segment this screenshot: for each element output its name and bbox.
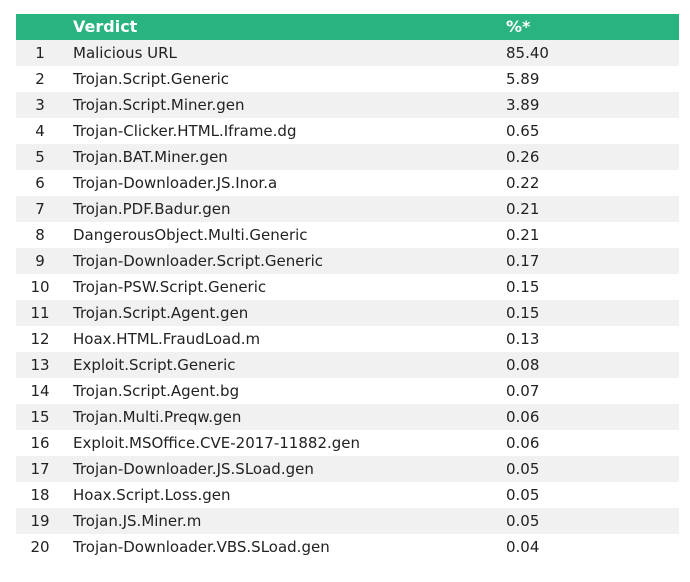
verdict-cell: Trojan.BAT.Miner.gen — [73, 148, 228, 166]
table-row: 20 Trojan-Downloader.VBS.SLoad.gen 0.04 — [16, 534, 679, 560]
verdict-cell: Trojan-Downloader.Script.Generic — [73, 252, 324, 270]
percent-cell: 3.89 — [506, 96, 540, 114]
percent-cell: 0.04 — [506, 538, 540, 556]
verdict-cell: Trojan-Downloader.JS.SLoad.gen — [73, 460, 314, 478]
percent-cell: 0.05 — [506, 460, 540, 478]
percent-cell: 0.05 — [506, 486, 540, 504]
verdict-cell: Trojan.Script.Agent.gen — [73, 304, 249, 322]
percent-cell: 0.26 — [506, 148, 540, 166]
rank-cell: 10 — [30, 278, 50, 296]
rank-cell: 8 — [35, 226, 45, 244]
rank-cell: 11 — [30, 304, 50, 322]
verdict-cell: Trojan-Downloader.JS.Inor.a — [73, 174, 278, 192]
table-row: 15 Trojan.Multi.Preqw.gen 0.06 — [16, 404, 679, 430]
percent-cell: 5.89 — [506, 70, 540, 88]
verdict-cell: Exploit.MSOffice.CVE-2017-11882.gen — [73, 434, 361, 452]
table-row: 18 Hoax.Script.Loss.gen 0.05 — [16, 482, 679, 508]
table-row: 3 Trojan.Script.Miner.gen 3.89 — [16, 92, 679, 118]
rank-cell: 14 — [30, 382, 50, 400]
table-row: 16 Exploit.MSOffice.CVE-2017-11882.gen 0.0… — [16, 430, 679, 456]
table-row: 1 Malicious URL 85.40 — [16, 40, 679, 66]
verdict-cell: Trojan-Clicker.HTML.Iframe.dg — [73, 122, 297, 140]
percent-cell: 0.15 — [506, 304, 540, 322]
table-row: 4 Trojan-Clicker.HTML.Iframe.dg 0.65 — [16, 118, 679, 144]
table-row: 12 Hoax.HTML.FraudLoad.m 0.13 — [16, 326, 679, 352]
percent-cell: 0.22 — [506, 174, 540, 192]
percent-cell: 0.17 — [506, 252, 540, 270]
table-row: 13 Exploit.Script.Generic 0.08 — [16, 352, 679, 378]
percent-cell: 0.07 — [506, 382, 540, 400]
verdict-cell: Trojan.JS.Miner.m — [73, 512, 202, 530]
table-row: 19 Trojan.JS.Miner.m 0.05 — [16, 508, 679, 534]
rank-cell: 19 — [30, 512, 50, 530]
verdict-cell: Exploit.Script.Generic — [73, 356, 236, 374]
percent-cell: 0.08 — [506, 356, 540, 374]
header-cell: %* — [506, 17, 531, 36]
table-row: 6 Trojan-Downloader.JS.Inor.a 0.22 — [16, 170, 679, 196]
verdict-cell: Trojan.Script.Agent.bg — [73, 382, 240, 400]
table-row: 9 Trojan-Downloader.Script.Generic 0.17 — [16, 248, 679, 274]
rank-cell: 12 — [30, 330, 50, 348]
table-row: 7 Trojan.PDF.Badur.gen 0.21 — [16, 196, 679, 222]
percent-cell: 0.13 — [506, 330, 540, 348]
verdict-cell: Trojan-Downloader.VBS.SLoad.gen — [73, 538, 330, 556]
rank-cell: 1 — [35, 44, 45, 62]
table-row: 17 Trojan-Downloader.JS.SLoad.gen 0.05 — [16, 456, 679, 482]
rank-cell: 20 — [30, 538, 50, 556]
percent-cell: 0.06 — [506, 434, 540, 452]
table-row: 5 Trojan.BAT.Miner.gen 0.26 — [16, 144, 679, 170]
rank-cell: 2 — [35, 70, 45, 88]
table-row: 2 Trojan.Script.Generic 5.89 — [16, 66, 679, 92]
percent-cell: 0.21 — [506, 200, 540, 218]
rank-cell: 6 — [35, 174, 45, 192]
rank-cell: 9 — [35, 252, 45, 270]
verdict-cell: Trojan-PSW.Script.Generic — [73, 278, 267, 296]
rank-cell: 5 — [35, 148, 45, 166]
header-cell: Verdict — [73, 17, 138, 36]
verdict-cell: DangerousObject.Multi.Generic — [73, 226, 308, 244]
verdict-cell: Trojan.Script.Generic — [73, 70, 230, 88]
rank-cell: 17 — [30, 460, 50, 478]
percent-cell: 0.05 — [506, 512, 540, 530]
verdict-cell: Malicious URL — [73, 44, 177, 62]
verdict-cell: Hoax.HTML.FraudLoad.m — [73, 330, 261, 348]
table: Verdict %* 1 Malicious URL 85.40 2 Trojan.Sc… — [16, 14, 679, 560]
rank-cell: 13 — [30, 356, 50, 374]
table-row: 10 Trojan-PSW.Script.Generic 0.15 — [16, 274, 679, 300]
verdict-cell: Trojan.Script.Miner.gen — [73, 96, 245, 114]
table-row: 11 Trojan.Script.Agent.gen 0.15 — [16, 300, 679, 326]
verdict-cell: Hoax.Script.Loss.gen — [73, 486, 231, 504]
percent-cell: 85.40 — [506, 44, 549, 62]
verdict-cell: Trojan.PDF.Badur.gen — [73, 200, 231, 218]
percent-cell: 0.21 — [506, 226, 540, 244]
table-row: 14 Trojan.Script.Agent.bg 0.07 — [16, 378, 679, 404]
percent-cell: 0.65 — [506, 122, 540, 140]
percent-cell: 0.06 — [506, 408, 540, 426]
rank-cell: 16 — [30, 434, 50, 452]
verdict-cell: Trojan.Multi.Preqw.gen — [73, 408, 242, 426]
rank-cell: 18 — [30, 486, 50, 504]
table-row: 8 DangerousObject.Multi.Generic 0.21 — [16, 222, 679, 248]
rank-cell: 7 — [35, 200, 45, 218]
rank-cell: 15 — [30, 408, 50, 426]
rank-cell: 3 — [35, 96, 45, 114]
percent-cell: 0.15 — [506, 278, 540, 296]
rank-cell: 4 — [35, 122, 45, 140]
header-row: Verdict %* — [16, 14, 679, 40]
